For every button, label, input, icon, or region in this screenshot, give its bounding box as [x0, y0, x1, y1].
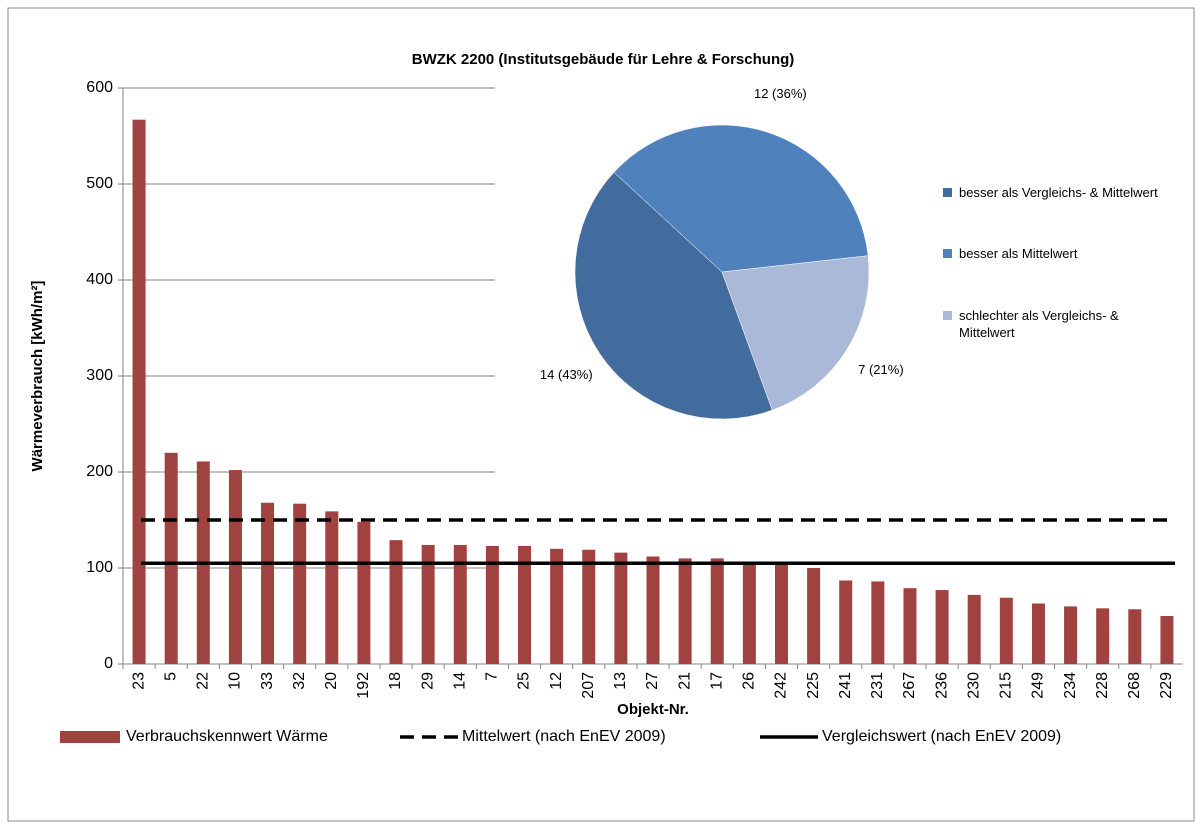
x-tick-label: 22 [195, 672, 212, 690]
x-tick-label: 230 [965, 672, 982, 699]
x-tick-label: 23 [130, 672, 147, 690]
x-tick-label: 7 [484, 672, 501, 681]
x-tick-label: 20 [323, 672, 340, 690]
legend-label: Verbrauchskennwert Wärme [126, 728, 328, 745]
x-tick-label: 215 [998, 672, 1015, 699]
x-tick-label: 242 [773, 672, 790, 699]
bar [421, 544, 435, 664]
x-tick-label: 17 [708, 672, 725, 690]
legend-label: besser als Vergleichs- & Mittelwert [959, 185, 1158, 200]
legend-item: besser als Mittelwert [943, 245, 1159, 262]
x-tick-label: 12 [548, 672, 565, 690]
legend-swatch [943, 249, 952, 258]
legend-label: Mittelwert (nach EnEV 2009) [462, 728, 666, 745]
x-tick-label: 5 [162, 672, 179, 681]
bar [550, 548, 564, 664]
bar [871, 581, 885, 664]
x-tick-label: 241 [837, 672, 854, 699]
x-tick-label: 32 [291, 672, 308, 690]
bar [999, 597, 1013, 664]
bar [774, 562, 788, 664]
y-tick-label: 400 [86, 271, 113, 288]
x-tick-label: 268 [1126, 672, 1143, 699]
x-tick-label: 10 [227, 672, 244, 690]
bar [935, 590, 949, 664]
x-axis-title: Objekt-Nr. [617, 701, 689, 718]
y-tick-label: 200 [86, 463, 113, 480]
pie-value-label: 14 (43%) [540, 367, 593, 382]
bar [742, 562, 756, 664]
bar [293, 503, 307, 664]
x-tick-label: 234 [1062, 672, 1079, 699]
pie-slice [613, 124, 869, 273]
chart-border [7, 7, 1195, 822]
x-tick-label: 267 [901, 672, 918, 699]
y-tick-label: 600 [86, 79, 113, 96]
x-tick-label: 207 [580, 672, 597, 699]
bar [164, 452, 178, 664]
legend-swatch [60, 731, 120, 743]
x-tick-label: 236 [933, 672, 950, 699]
pie-value-label: 12 (36%) [754, 86, 807, 101]
bar [1160, 616, 1174, 664]
x-tick-label: 13 [612, 672, 629, 690]
bar [1064, 606, 1078, 664]
x-tick-label: 249 [1030, 672, 1047, 699]
x-tick-label: 225 [805, 672, 822, 699]
bar [485, 545, 499, 664]
x-tick-label: 229 [1158, 672, 1175, 699]
bar [646, 556, 660, 664]
legend-item: besser als Vergleichs- & Mittelwert [943, 184, 1159, 201]
x-tick-label: 14 [451, 672, 468, 690]
bar [807, 568, 821, 664]
bar [453, 544, 467, 664]
bar [261, 502, 275, 664]
bar [582, 549, 596, 664]
legend-swatch [943, 188, 952, 197]
bar [1128, 609, 1142, 664]
pie-slice [574, 171, 773, 420]
legend-swatch [943, 311, 952, 320]
x-tick-label: 25 [516, 672, 533, 690]
bar [678, 558, 692, 664]
y-axis-title: Wärmeverbrauch [kWh/m²] [29, 281, 46, 472]
x-tick-label: 18 [387, 672, 404, 690]
x-tick-label: 27 [644, 672, 661, 690]
y-tick-label: 500 [86, 175, 113, 192]
bar [1031, 603, 1045, 664]
legend-label: schlechter als Vergleichs- & Mittelwert [959, 308, 1119, 340]
bar [614, 552, 628, 664]
bar [357, 521, 371, 664]
legend-label: besser als Mittelwert [959, 246, 1078, 261]
x-tick-label: 192 [355, 672, 372, 699]
x-tick-label: 231 [869, 672, 886, 699]
chart-title: BWZK 2200 (Institutsgebäude für Lehre & … [412, 51, 795, 68]
bar [967, 594, 981, 664]
bar [710, 558, 724, 664]
bar [839, 580, 853, 664]
x-tick-label: 228 [1094, 672, 1111, 699]
x-tick-label: 33 [259, 672, 276, 690]
bar [132, 119, 146, 665]
pie-slice [721, 255, 870, 411]
y-tick-label: 300 [86, 367, 113, 384]
pie-value-label: 7 (21%) [858, 362, 904, 377]
bar [903, 588, 917, 664]
bar [325, 511, 339, 664]
y-tick-label: 100 [86, 559, 113, 576]
y-tick-label: 0 [104, 655, 113, 672]
legend-item: schlechter als Vergleichs- & Mittelwert [943, 307, 1159, 341]
bar [389, 540, 403, 664]
legend-label: Vergleichswert (nach EnEV 2009) [822, 728, 1061, 745]
bar [228, 470, 242, 664]
x-tick-label: 21 [676, 672, 693, 690]
bar [1096, 608, 1110, 664]
x-tick-label: 26 [741, 672, 758, 690]
bar [518, 545, 532, 664]
x-tick-label: 29 [419, 672, 436, 690]
